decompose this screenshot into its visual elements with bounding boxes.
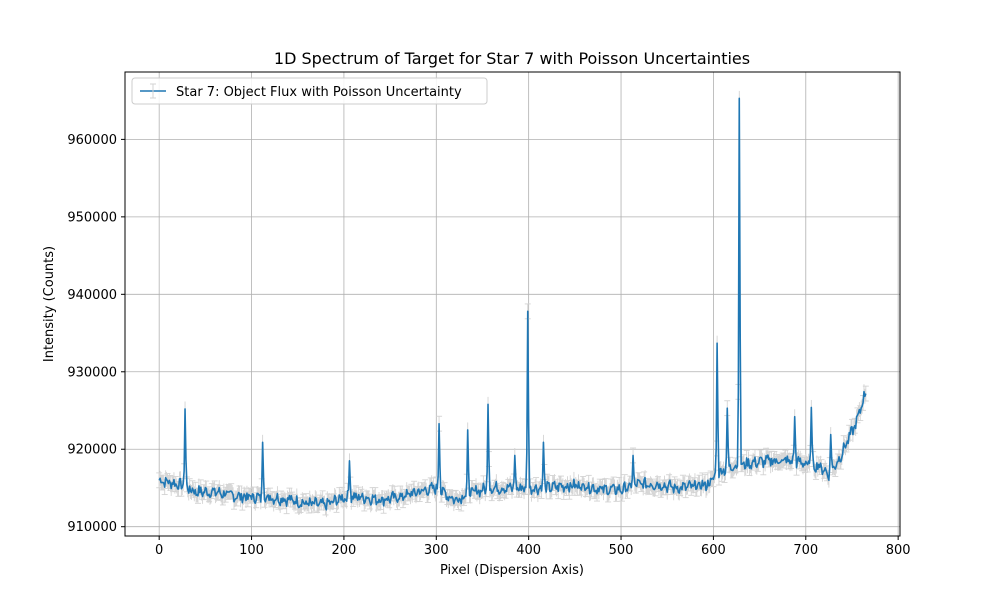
x-tick-label: 600 xyxy=(701,543,726,558)
x-tick-label: 100 xyxy=(239,543,264,558)
grid-lines xyxy=(125,72,900,536)
legend-box xyxy=(131,77,488,105)
y-axis-ticks: 910000 920000 930000 940000 950000 960000 xyxy=(67,133,125,535)
y-axis-label: Intensity (Counts) xyxy=(42,246,57,362)
chart-title: 1D Spectrum of Target for Star 7 with Po… xyxy=(274,49,750,68)
flux-series-line xyxy=(158,97,867,511)
x-tick-label: 700 xyxy=(793,543,818,558)
legend-entry-label: Star 7: Object Flux with Poisson Uncerta… xyxy=(176,85,462,100)
x-axis-ticks: 0 100 200 300 400 500 600 700 800 xyxy=(155,536,911,558)
x-tick-label: 800 xyxy=(886,543,911,558)
y-tick-label: 960000 xyxy=(67,133,117,148)
x-tick-label: 300 xyxy=(424,543,449,558)
x-axis-label: Pixel (Dispersion Axis) xyxy=(440,563,584,578)
x-tick-label: 200 xyxy=(332,543,357,558)
y-tick-label: 920000 xyxy=(67,443,117,458)
legend: Star 7: Object Flux with Poisson Uncerta… xyxy=(131,77,488,105)
y-tick-label: 950000 xyxy=(67,210,117,225)
x-tick-label: 500 xyxy=(609,543,634,558)
plot-frame xyxy=(124,71,901,537)
x-tick-label: 400 xyxy=(516,543,541,558)
x-tick-label: 0 xyxy=(155,543,163,558)
y-tick-label: 940000 xyxy=(67,288,117,303)
y-tick-label: 910000 xyxy=(67,520,117,535)
y-tick-label: 930000 xyxy=(67,365,117,380)
